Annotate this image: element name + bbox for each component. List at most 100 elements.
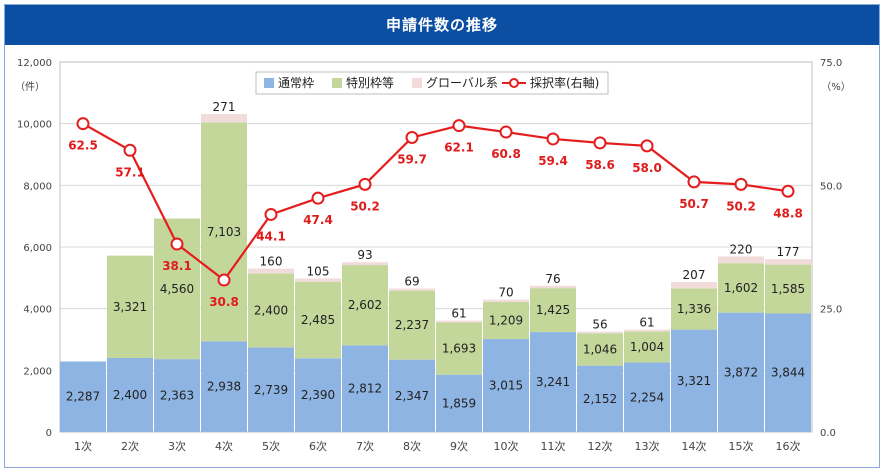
left-axis-tick: 0: [46, 428, 52, 439]
x-tick-label: 4次: [215, 439, 233, 453]
bar-2: [483, 299, 529, 302]
bar-value-label: 3,321: [677, 374, 711, 388]
legend-label: 特別枠等: [346, 75, 394, 90]
rate-point: [170, 237, 184, 251]
bar-value-label: 69: [404, 275, 419, 289]
bar-value-label: 2,237: [395, 318, 429, 332]
rate-point: [781, 184, 795, 198]
bar-0: [201, 341, 247, 432]
bar-value-label: 177: [777, 245, 800, 259]
rate-label: 50.7: [679, 197, 709, 211]
bar-value-label: 3,241: [536, 375, 570, 389]
bar-value-label: 1,859: [442, 396, 476, 410]
bar-0: [483, 339, 529, 432]
left-axis-tick: 12,000: [17, 58, 52, 69]
bar-0: [389, 359, 435, 432]
bar-1: [295, 281, 341, 359]
bar-2: [624, 329, 670, 332]
right-axis-tick: 75.0: [820, 58, 842, 69]
legend-label: 通常枠: [278, 76, 314, 90]
bar-2: [671, 282, 717, 289]
rate-label: 57.1: [115, 165, 145, 179]
bar-value-label: 2,485: [301, 313, 335, 327]
x-tick-label: 6次: [309, 439, 327, 453]
bar-value-label: 76: [545, 272, 560, 286]
bar-1: [671, 288, 717, 330]
bar-value-label: 2,254: [630, 390, 664, 404]
bar-2: [342, 262, 388, 266]
bar-value-label: 2,812: [348, 382, 382, 396]
left-axis-tick: 6,000: [23, 243, 52, 254]
rate-point: [264, 207, 278, 221]
rate-label: 50.2: [726, 199, 756, 213]
right-axis-tick: 25.0: [820, 305, 842, 316]
bar-2: [577, 331, 623, 334]
bar-value-label: 2,400: [113, 388, 147, 402]
bar-1: [718, 263, 764, 313]
x-tick-label: 7次: [356, 439, 374, 453]
bar-2: [718, 256, 764, 264]
bar-1: [624, 331, 670, 363]
bar-0: [671, 329, 717, 432]
legend-swatch-2: [412, 78, 422, 88]
bar-value-label: 2,152: [583, 392, 617, 406]
bar-value-label: 4,560: [160, 282, 194, 296]
bar-0: [624, 362, 670, 432]
x-tick-label: 14次: [682, 439, 707, 453]
bar-1: [389, 290, 435, 360]
rate-point: [76, 117, 90, 131]
bar-2: [436, 320, 482, 323]
bar-1: [765, 264, 811, 314]
bar-0: [154, 359, 200, 432]
bar-value-label: 2,938: [207, 380, 241, 394]
left-axis-unit: （件）: [15, 81, 45, 93]
bar-0: [295, 358, 341, 432]
bar-1: [436, 322, 482, 375]
x-tick-label: 5次: [262, 439, 280, 453]
bar-value-label: 93: [357, 248, 372, 262]
rate-point: [593, 136, 607, 150]
bar-value-label: 1,585: [771, 282, 805, 296]
bar-1: [577, 333, 623, 366]
bar-value-label: 220: [730, 242, 753, 256]
bar-value-label: 207: [683, 268, 706, 282]
bar-1: [530, 288, 576, 333]
bar-2: [201, 114, 247, 123]
rate-point: [640, 139, 654, 153]
bar-0: [248, 347, 294, 432]
bar-0: [765, 313, 811, 432]
x-tick-label: 15次: [729, 439, 754, 453]
rate-line: [82, 122, 789, 282]
bar-value-label: 70: [498, 286, 513, 300]
legend-marker: [509, 78, 519, 88]
x-tick-label: 3次: [168, 439, 186, 453]
rate-label: 62.5: [68, 139, 98, 153]
rate-point: [405, 130, 419, 144]
rate-point: [499, 125, 513, 139]
legend-box: [255, 71, 609, 95]
rate-point: [123, 143, 137, 157]
x-tick-label: 1次: [74, 439, 92, 453]
bar-0: [107, 358, 153, 432]
x-tick-label: 12次: [588, 439, 613, 453]
bar-value-label: 3,321: [113, 300, 147, 314]
bar-value-label: 2,363: [160, 389, 194, 403]
rate-label: 38.1: [162, 259, 192, 273]
rate-label: 58.6: [585, 158, 615, 172]
rate-point: [358, 177, 372, 191]
x-tick-label: 8次: [403, 439, 421, 453]
rate-label: 44.1: [256, 229, 286, 243]
bar-2: [389, 288, 435, 291]
left-axis-tick: 10,000: [17, 120, 52, 131]
bar-0: [577, 365, 623, 432]
bar-1: [201, 122, 247, 342]
bar-value-label: 56: [592, 318, 607, 332]
bar-value-label: 2,739: [254, 383, 288, 397]
right-axis-tick: 0.0: [820, 428, 836, 439]
x-tick-label: 13次: [635, 439, 660, 453]
left-axis-tick: 2,000: [23, 366, 52, 377]
rate-point: [687, 175, 701, 189]
bar-value-label: 2,400: [254, 304, 288, 318]
rate-label: 58.0: [632, 161, 662, 175]
